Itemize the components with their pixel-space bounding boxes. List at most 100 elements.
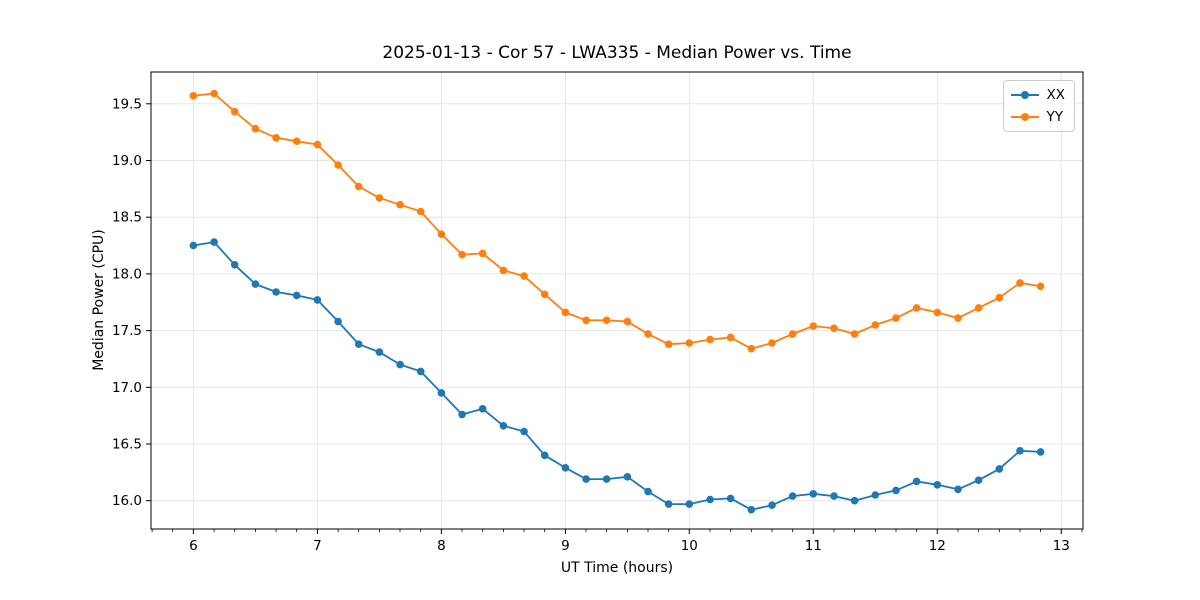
legend-swatch-yy <box>1010 108 1039 126</box>
series-xx-marker <box>272 288 280 296</box>
y-tick-label: 16.0 <box>112 493 142 509</box>
series-yy-marker <box>582 316 590 325</box>
series-xx-marker <box>602 475 611 483</box>
x-tick-label: 9 <box>561 538 570 554</box>
series-xx-marker <box>354 340 363 349</box>
series-xx-marker <box>396 360 404 369</box>
series-yy-marker <box>561 308 570 317</box>
series-xx-marker <box>809 490 818 498</box>
series-yy-marker <box>768 339 776 347</box>
series-xx-marker <box>830 492 838 500</box>
series-xx-marker <box>540 451 549 460</box>
series-xx-marker <box>623 473 632 481</box>
y-tick-label: 18.0 <box>112 266 142 282</box>
series-yy-marker <box>788 330 797 338</box>
chart-title: 2025-01-13 - Cor 57 - LWA335 - Median Po… <box>382 43 852 63</box>
series-yy-marker <box>644 330 652 338</box>
axes-box <box>150 71 1084 530</box>
y-tick-label: 19.5 <box>112 96 142 112</box>
series-xx-marker <box>892 486 900 495</box>
y-tick-label: 17.5 <box>112 323 142 339</box>
series-yy-marker <box>416 207 425 216</box>
series-xx-marker <box>478 405 487 413</box>
series-xx-marker <box>313 296 322 304</box>
x-tick-label: 12 <box>929 538 946 554</box>
x-tick-label: 7 <box>313 538 322 554</box>
series-yy-marker <box>251 124 260 133</box>
series-xx-marker <box>520 427 528 436</box>
series-xx-marker <box>788 492 797 500</box>
series-yy-marker <box>933 308 942 317</box>
series-xx-marker <box>189 241 198 250</box>
series-xx-marker <box>561 464 570 472</box>
series-xx-marker <box>292 291 301 300</box>
legend-item-yy: YY <box>1010 108 1066 126</box>
y-axis-label: Median Power (CPU) <box>91 229 107 371</box>
series-yy-marker <box>520 272 528 280</box>
series-yy-marker <box>850 330 859 338</box>
series-xx-marker <box>375 348 384 356</box>
legend-label-yy: YY <box>1046 109 1064 125</box>
series-xx-marker <box>871 491 880 499</box>
x-axis-label: UT Time (hours) <box>560 560 674 576</box>
y-tick-label: 19.0 <box>112 153 142 169</box>
legend-marker-icon <box>1020 113 1029 121</box>
series-yy-marker <box>375 194 384 202</box>
series-yy-marker <box>396 200 404 209</box>
y-tick-label: 18.5 <box>112 210 142 226</box>
legend-item-xx: XX <box>1010 86 1066 104</box>
series-yy-marker <box>747 344 756 353</box>
series-yy-marker <box>912 304 921 312</box>
series-xx-marker <box>644 487 652 496</box>
series-yy-marker <box>499 266 508 275</box>
series-yy-marker <box>334 161 342 169</box>
series-yy-marker <box>726 333 735 342</box>
plot-background <box>151 72 1083 529</box>
series-xx-marker <box>582 475 590 483</box>
series-yy-marker <box>1016 279 1024 287</box>
series-yy-marker <box>437 230 446 238</box>
series-xx-marker <box>416 367 425 376</box>
series-xx-marker <box>974 476 983 485</box>
series-yy-marker <box>1036 282 1045 291</box>
series-xx-marker <box>1016 447 1024 455</box>
series-yy-marker <box>313 140 322 149</box>
series-xx-marker <box>768 501 776 510</box>
series-yy-marker <box>230 107 239 116</box>
y-tick-label: 17.0 <box>112 380 142 396</box>
series-yy-marker <box>478 249 487 258</box>
x-tick-label: 11 <box>805 538 822 554</box>
series-yy-marker <box>354 182 363 191</box>
series-xx-marker <box>664 500 673 508</box>
legend-label-xx: XX <box>1046 87 1066 103</box>
series-xx-marker <box>334 317 342 326</box>
series-xx-marker <box>685 500 694 508</box>
series-xx-marker <box>726 494 735 503</box>
series-yy-marker <box>189 92 198 100</box>
legend-marker-icon <box>1020 91 1029 99</box>
x-tick-label: 13 <box>1053 538 1070 554</box>
legend-swatch-xx <box>1010 86 1039 104</box>
series-yy-marker <box>210 89 218 98</box>
series-xx-marker <box>706 495 714 504</box>
series-xx-marker <box>230 261 239 269</box>
series-yy-marker <box>623 317 632 326</box>
series-xx-marker <box>251 280 260 288</box>
series-yy-line <box>193 92 1041 350</box>
series-xx-marker <box>850 496 859 505</box>
series-yy-marker <box>292 137 301 145</box>
series-yy-marker <box>685 339 694 347</box>
series-yy-marker <box>871 321 880 329</box>
series-yy-marker <box>602 316 611 325</box>
series-yy-marker <box>272 134 280 142</box>
series-xx-marker <box>954 485 962 494</box>
x-tick-label: 10 <box>681 538 698 554</box>
series-xx-marker <box>499 422 508 430</box>
series-yy-marker <box>892 314 900 322</box>
x-tick-label: 8 <box>437 538 446 554</box>
y-tick-label: 16.5 <box>112 437 142 453</box>
legend: XX YY <box>1002 80 1075 132</box>
series-yy-marker <box>809 322 818 330</box>
